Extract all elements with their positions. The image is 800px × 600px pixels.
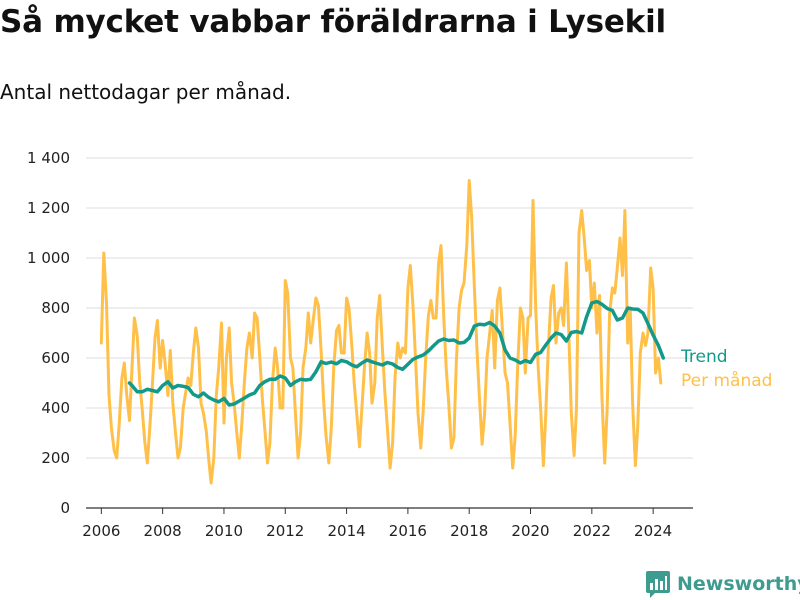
series-lines: [99, 179, 666, 485]
x-tick-label: 2018: [450, 522, 488, 540]
y-axis-ticks: 0 200 400 600 800 1 000 1 200 1 400: [27, 149, 70, 517]
legend-entry: Per månad: [681, 370, 772, 391]
x-tick-label: 2020: [511, 522, 549, 540]
chart-subtitle: Antal nettodagar per månad.: [0, 80, 292, 104]
brand-name: Newsworthy: [677, 573, 800, 595]
x-tick-label: 2024: [634, 522, 672, 540]
x-tick-label: 2008: [144, 522, 182, 540]
legend-entry: Trend: [680, 347, 728, 367]
x-tick-label: 2022: [573, 522, 611, 540]
trend-line: [127, 299, 666, 407]
newsworthy-logo-icon: [646, 571, 670, 598]
y-tick-label: 0: [60, 499, 70, 517]
y-tick-label: 600: [41, 349, 70, 367]
x-tick-label: 2006: [82, 522, 120, 540]
grid-lines: [86, 157, 693, 509]
chart-title: Så mycket vabbar föräldrarna i Lysekil: [0, 4, 666, 40]
brand-logo: Newsworthy: [645, 570, 800, 598]
x-tick-label: 2014: [327, 522, 365, 540]
y-tick-label: 1 200: [27, 199, 70, 217]
x-tick-label: 2016: [389, 522, 427, 540]
y-tick-label: 1 400: [27, 149, 70, 167]
x-axis-ticks: 2006 2008 2010 2012 2014 2016 2018 2020 2022 2024: [82, 508, 672, 540]
monthly-line: [99, 179, 663, 485]
y-tick-label: 200: [41, 449, 70, 467]
x-tick-label: 2012: [266, 522, 304, 540]
x-tick-label: 2010: [205, 522, 243, 540]
y-tick-label: 1 000: [27, 249, 70, 267]
y-tick-label: 800: [41, 299, 70, 317]
legend: Trend Per månad: [680, 347, 772, 391]
y-tick-label: 400: [41, 399, 70, 417]
